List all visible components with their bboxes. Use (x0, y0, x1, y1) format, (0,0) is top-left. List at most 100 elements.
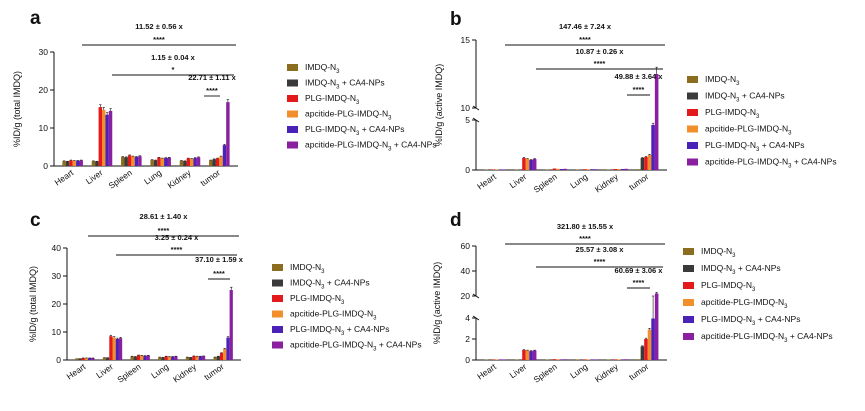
bar (559, 359, 564, 360)
legend-swatch (687, 92, 698, 100)
bar (174, 356, 178, 360)
bar (484, 359, 489, 360)
bar (189, 357, 193, 360)
bar (640, 346, 645, 360)
bar (118, 338, 123, 360)
legend-label: IMDQ-N3 + CA4-NPs (290, 278, 370, 291)
bar (223, 348, 227, 360)
category-label: tumor (627, 361, 651, 382)
category-label: Heart (65, 361, 88, 381)
legend-swatch (683, 333, 694, 340)
significance-stars: **** (579, 35, 591, 44)
bar (576, 359, 580, 360)
legend-subscript: 3 (373, 347, 377, 353)
legend-subscript: 3 (321, 269, 325, 275)
legend-subscript: 3 (341, 331, 345, 337)
legend-swatch (287, 110, 298, 118)
significance-label: 3.25 ± 0.24 x (155, 233, 200, 242)
bar (515, 169, 519, 170)
bar (518, 359, 523, 360)
legend-swatch (683, 265, 694, 272)
legend-subscript: 3 (356, 131, 360, 137)
bar (552, 359, 557, 360)
category-label: Liver (508, 171, 529, 190)
bar (198, 356, 202, 360)
significance-label: 321.80 ± 15.55 x (557, 222, 614, 231)
bar (556, 359, 560, 360)
bar (106, 357, 110, 360)
legend-label: PLG-IMDQ-N3 (305, 93, 360, 106)
bar (491, 169, 496, 170)
bar (529, 351, 533, 360)
bar (124, 157, 128, 166)
bar (556, 168, 560, 170)
significance-stars: **** (213, 269, 225, 278)
bar (190, 158, 194, 166)
legend-text: PLG-IMDQ-N (701, 280, 752, 290)
bar (88, 358, 92, 360)
bar (161, 357, 165, 360)
bar (196, 157, 201, 166)
bar (91, 161, 96, 166)
bar (545, 169, 550, 170)
bar (213, 357, 217, 360)
legend-label: PLG-IMDQ-N3 + CA4-NPs (290, 324, 389, 337)
legend-text: + CA4-NPs (344, 324, 389, 334)
bar (484, 169, 489, 170)
bar (488, 359, 492, 360)
bar (502, 359, 506, 360)
bar (91, 358, 95, 360)
bar (179, 160, 184, 166)
bar (69, 160, 73, 166)
legend-swatch (683, 248, 694, 255)
bar (153, 160, 158, 166)
category-label: Spleen (532, 361, 560, 385)
bar (617, 169, 621, 170)
bar (78, 358, 82, 360)
legend-subscript: 3 (321, 285, 325, 291)
bar (105, 114, 109, 166)
legend-swatch (272, 341, 283, 349)
category-label: Lung (149, 361, 170, 380)
legend-text: IMDQ-N (305, 78, 336, 88)
y-tick-label: 10 (52, 327, 62, 337)
category-label: tumor (627, 171, 651, 192)
bar (606, 169, 611, 170)
bar (502, 169, 506, 170)
legend-subscript: 3 (756, 114, 760, 120)
legend-text: + CA4-NPs (736, 263, 781, 273)
bar (495, 169, 499, 170)
category-label: Liver (508, 361, 529, 380)
bar (586, 359, 591, 360)
legend-label: PLG-IMDQ-N3 + CA4-NPs (705, 140, 804, 153)
legend-label: PLG-IMDQ-N3 (705, 107, 760, 120)
bar (133, 356, 137, 360)
bar (576, 169, 580, 170)
legend-swatch (287, 64, 298, 71)
bar (522, 350, 526, 360)
bar (222, 145, 227, 166)
significance-label: 22.71 ± 1.11 x (188, 73, 236, 82)
bar (215, 158, 220, 166)
y-tick-label: 40 (461, 266, 471, 276)
bar (549, 169, 553, 170)
legend-label: apcitide-PLG-IMDQ-N3 + CA4-NPs (701, 331, 833, 344)
bar (75, 358, 79, 360)
bar (150, 159, 154, 166)
significance-stars: **** (171, 245, 183, 254)
bar (167, 157, 171, 166)
y-tick-label: 0 (465, 355, 470, 365)
category-label: Lung (568, 171, 589, 190)
legend-subscript: 3 (736, 98, 740, 104)
panel-letter: c (30, 210, 41, 231)
y-tick-label: 0 (43, 161, 48, 171)
bar (201, 356, 206, 360)
bar (518, 169, 523, 170)
bar (613, 169, 618, 170)
significance-label: 28.61 ± 1.40 x (140, 212, 189, 221)
bar (606, 359, 611, 360)
significance-stars: **** (153, 35, 165, 44)
legend-text: apcitide-PLG-IMDQ-N (290, 340, 373, 350)
legend-label: PLG-IMDQ-N3 + CA4-NPs (701, 314, 800, 327)
legend-label: apcitide-PLG-IMDQ-N3 (305, 109, 392, 122)
